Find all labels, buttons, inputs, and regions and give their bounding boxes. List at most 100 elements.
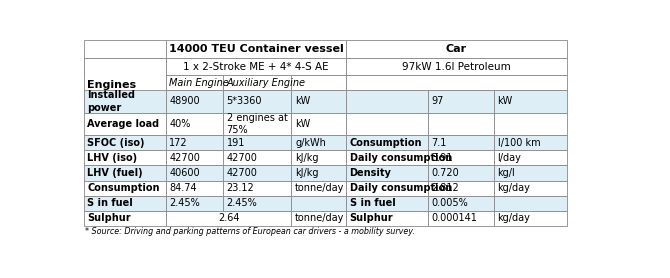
Text: 191: 191 [226,138,245,148]
Text: 0.005%: 0.005% [431,198,468,208]
Text: 0.720: 0.720 [431,168,460,178]
FancyBboxPatch shape [346,58,567,75]
FancyBboxPatch shape [165,58,346,75]
FancyBboxPatch shape [346,165,428,180]
FancyBboxPatch shape [84,135,165,150]
Text: 2.45%: 2.45% [170,198,200,208]
Text: * Source: Driving and parking patterns of European car drivers - a mobility surv: * Source: Driving and parking patterns o… [85,227,415,236]
Text: Daily consumption: Daily consumption [350,183,452,193]
FancyBboxPatch shape [223,135,291,150]
Text: l/day: l/day [498,153,521,163]
Text: Engines: Engines [87,80,137,90]
FancyBboxPatch shape [223,150,291,165]
FancyBboxPatch shape [165,113,223,135]
FancyBboxPatch shape [165,135,223,150]
FancyBboxPatch shape [84,40,165,58]
Text: kJ/kg: kJ/kg [295,153,318,163]
Text: 172: 172 [170,138,188,148]
FancyBboxPatch shape [165,75,223,90]
FancyBboxPatch shape [428,150,494,165]
FancyBboxPatch shape [346,135,428,150]
Text: 42700: 42700 [226,153,257,163]
Text: 97: 97 [431,96,444,106]
Text: 42700: 42700 [226,168,257,178]
Text: 40%: 40% [170,119,191,129]
FancyBboxPatch shape [346,40,567,58]
Text: 97kW 1.6l Petroleum: 97kW 1.6l Petroleum [402,61,511,71]
Text: tonne/day: tonne/day [295,183,344,193]
Text: kg/day: kg/day [498,214,531,224]
FancyBboxPatch shape [223,180,291,196]
FancyBboxPatch shape [165,165,223,180]
FancyBboxPatch shape [291,113,346,135]
Text: Consumption: Consumption [87,183,160,193]
FancyBboxPatch shape [346,196,428,211]
FancyBboxPatch shape [84,58,165,113]
FancyBboxPatch shape [494,113,567,135]
FancyBboxPatch shape [165,40,346,58]
FancyBboxPatch shape [346,150,428,165]
FancyBboxPatch shape [84,165,165,180]
Text: Sulphur: Sulphur [350,214,393,224]
FancyBboxPatch shape [223,196,291,211]
FancyBboxPatch shape [428,196,494,211]
FancyBboxPatch shape [165,150,223,165]
Text: LHV (iso): LHV (iso) [87,153,137,163]
FancyBboxPatch shape [223,75,291,90]
Text: Auxiliary Engine: Auxiliary Engine [226,78,306,88]
Text: Daily consumption: Daily consumption [350,153,452,163]
FancyBboxPatch shape [84,90,165,113]
FancyBboxPatch shape [494,180,567,196]
Text: 2 engines at
75%: 2 engines at 75% [226,113,287,135]
FancyBboxPatch shape [291,211,346,226]
FancyBboxPatch shape [346,113,428,135]
FancyBboxPatch shape [346,180,428,196]
Text: S in fuel: S in fuel [350,198,395,208]
Text: 23.12: 23.12 [226,183,255,193]
Text: 2.45%: 2.45% [226,198,257,208]
Text: kJ/kg: kJ/kg [295,168,318,178]
FancyBboxPatch shape [291,180,346,196]
FancyBboxPatch shape [291,90,346,113]
FancyBboxPatch shape [84,58,165,75]
FancyBboxPatch shape [291,165,346,180]
Text: Average load: Average load [87,119,159,129]
FancyBboxPatch shape [428,135,494,150]
Text: g/kWh: g/kWh [295,138,326,148]
FancyBboxPatch shape [223,113,291,135]
Text: Main Engine: Main Engine [170,78,229,88]
Text: l/100 km: l/100 km [498,138,540,148]
FancyBboxPatch shape [494,165,567,180]
Text: 0.000141: 0.000141 [431,214,478,224]
Text: 7.1: 7.1 [431,138,447,148]
Text: 84.74: 84.74 [170,183,197,193]
Text: 14000 TEU Container vessel: 14000 TEU Container vessel [169,44,343,54]
FancyBboxPatch shape [291,150,346,165]
FancyBboxPatch shape [291,196,346,211]
FancyBboxPatch shape [346,211,428,226]
Text: Installed
power: Installed power [87,90,135,113]
Text: Sulphur: Sulphur [87,214,131,224]
Text: Density: Density [350,168,391,178]
FancyBboxPatch shape [291,135,346,150]
FancyBboxPatch shape [428,180,494,196]
Text: kW: kW [498,96,513,106]
Text: kg/day: kg/day [498,183,531,193]
FancyBboxPatch shape [165,90,223,113]
FancyBboxPatch shape [165,211,291,226]
FancyBboxPatch shape [223,165,291,180]
FancyBboxPatch shape [346,90,428,113]
FancyBboxPatch shape [428,211,494,226]
Text: 48900: 48900 [170,96,200,106]
FancyBboxPatch shape [84,196,165,211]
FancyBboxPatch shape [494,90,567,113]
Text: kW: kW [295,119,310,129]
FancyBboxPatch shape [84,211,165,226]
FancyBboxPatch shape [84,113,165,135]
FancyBboxPatch shape [84,150,165,165]
Text: kg/l: kg/l [498,168,515,178]
FancyBboxPatch shape [494,211,567,226]
Text: 40600: 40600 [170,168,200,178]
FancyBboxPatch shape [165,180,223,196]
Text: Car: Car [446,44,467,54]
